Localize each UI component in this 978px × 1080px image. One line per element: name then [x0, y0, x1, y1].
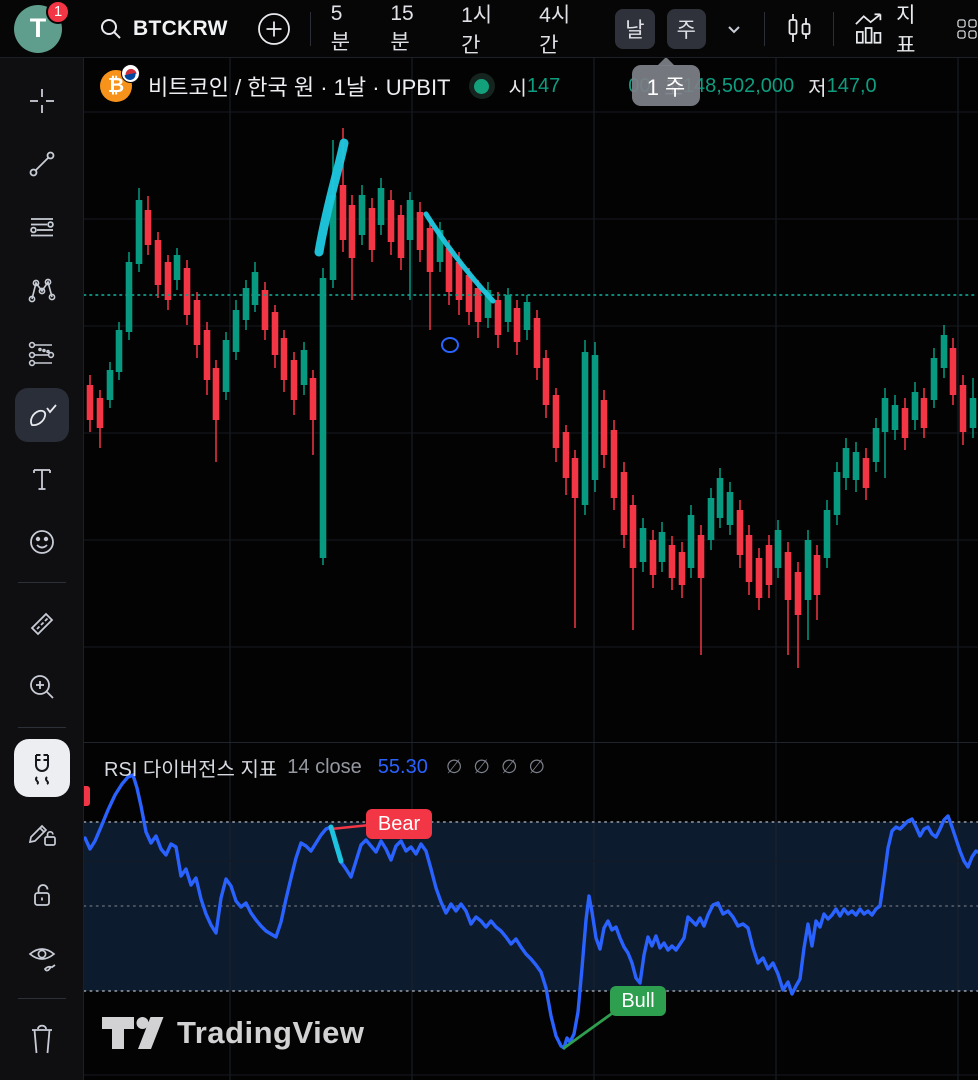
empty-set-icon[interactable]: ∅ [445, 757, 463, 778]
timeframe-tooltip: 1 주 [632, 57, 700, 106]
eye-icon [28, 947, 55, 971]
zoom-in-tool[interactable] [13, 655, 71, 718]
toolbar-separator [763, 11, 765, 46]
bull-divergence-label[interactable]: Bull [610, 986, 666, 1016]
timeframe-1w[interactable]: 주 [666, 8, 706, 49]
crosshair-tool[interactable] [13, 69, 71, 132]
tradingview-logo-icon [102, 1017, 164, 1049]
rsi-value: 55.30 [377, 756, 428, 778]
brush-icon [29, 404, 57, 427]
candles-icon [788, 13, 811, 42]
low-value: 147,0 [826, 74, 877, 97]
low-label: 저 [808, 77, 827, 100]
pane-divider[interactable] [84, 742, 978, 743]
lock-all-tool[interactable] [13, 863, 71, 926]
emoji-tool[interactable] [13, 510, 71, 573]
top-toolbar: T 1 BTCKRW 5분 15분 1시간 4시간 날 주 [0, 0, 978, 58]
crosshair-icon [29, 88, 54, 113]
market-status-dot[interactable] [468, 73, 495, 99]
rsi-chart[interactable] [84, 742, 978, 1080]
lock-icon [33, 883, 50, 906]
timeframe-4h[interactable]: 4시간 [539, 3, 571, 57]
symbol-name: BTCKRW [133, 16, 228, 40]
sidebar-divider [17, 582, 66, 583]
pattern-tool[interactable] [13, 258, 71, 321]
ohlc-values: 시 147 00 고 148,502,000 저 147,0 [509, 72, 877, 101]
toolbar-separator [832, 11, 834, 46]
notification-badge: 1 [46, 0, 70, 24]
empty-set-icon[interactable]: ∅ [528, 757, 546, 778]
sidebar-divider [17, 998, 66, 999]
trash-icon [31, 1024, 52, 1053]
zoom-in-icon [29, 674, 54, 699]
trendline-tool[interactable] [13, 132, 71, 195]
sidebar-divider [17, 727, 66, 728]
search-icon [101, 18, 121, 39]
indicator-chart-icon [855, 12, 882, 44]
projection-tool[interactable] [13, 321, 71, 384]
rsi-params: 14 close [287, 756, 362, 778]
brush-tool-active[interactable] [14, 388, 69, 442]
empty-set-icon[interactable]: ∅ [473, 757, 490, 778]
tradingview-watermark: TradingView [102, 1015, 365, 1051]
measure-tool[interactable] [13, 592, 71, 655]
timeframe-1h[interactable]: 1시간 [461, 3, 493, 57]
user-avatar[interactable]: T 1 [14, 0, 70, 54]
indicators-button[interactable]: 지표 [852, 0, 934, 59]
open-value-left: 147 [526, 74, 561, 97]
timeframe-1d[interactable]: 날 [615, 8, 655, 49]
xabcd-pattern-icon [28, 278, 55, 302]
toolbar-separator [309, 11, 311, 46]
bear-divergence-label[interactable]: Bear [366, 809, 432, 839]
rsi-title[interactable]: RSI 다이버전스 지표 [104, 759, 278, 781]
symbol-logo: ₿ [100, 64, 140, 104]
timeframe-5m[interactable]: 5분 [330, 1, 351, 54]
timeframe-15m[interactable]: 15분 [390, 1, 414, 54]
timeframe-dropdown-button[interactable] [722, 17, 746, 41]
layout-grid-icon [957, 18, 977, 39]
price-chart[interactable] [84, 57, 978, 742]
symbol-search-button[interactable]: BTCKRW [98, 16, 228, 42]
symbol-legend: ₿ 비트코인 / 한국 원 · 1날 · UPBIT 시 147 00 고 14… [100, 64, 877, 104]
projection-icon [28, 341, 54, 366]
pencil-lock-icon [28, 824, 56, 846]
drawing-lock-tool[interactable] [13, 800, 71, 863]
rsi-indicator-legend[interactable]: RSI 다이버전스 지표 14 close 55.30 ∅ ∅ ∅ ∅ [104, 753, 556, 782]
text-icon [32, 468, 51, 490]
layout-grid-button[interactable] [956, 12, 978, 46]
fib-lines-icon [29, 217, 54, 236]
drawing-toolbar [0, 57, 84, 1080]
hide-drawings-tool[interactable] [13, 926, 71, 989]
smiley-icon [29, 529, 54, 554]
ruler-icon [30, 612, 53, 635]
add-symbol-button[interactable] [256, 11, 292, 47]
plus-circle-icon [257, 12, 290, 45]
empty-set-icon[interactable]: ∅ [500, 757, 518, 778]
timeframe-group: 5분 15분 1시간 4시간 날 주 [329, 0, 746, 64]
chart-style-button[interactable] [783, 12, 815, 46]
horizontal-lines-tool[interactable] [13, 195, 71, 258]
chart-canvas[interactable]: ₿ 비트코인 / 한국 원 · 1날 · UPBIT 시 147 00 고 14… [84, 57, 978, 1080]
high-value: 148,502,000 [682, 74, 795, 97]
remove-drawings-tool[interactable] [13, 1008, 71, 1071]
trendline-icon [29, 151, 54, 176]
magnet-tool-active[interactable] [13, 739, 70, 797]
open-label: 시 [508, 77, 527, 100]
symbol-title[interactable]: 비트코인 / 한국 원 · 1날 · UPBIT [148, 75, 451, 100]
text-tool[interactable] [13, 447, 71, 510]
korea-flag-icon [121, 64, 140, 83]
chevron-down-icon [728, 25, 740, 33]
indicators-label: 지표 [896, 3, 916, 57]
magnet-icon [34, 754, 49, 785]
tradingview-logo-text: TradingView [177, 1015, 365, 1050]
